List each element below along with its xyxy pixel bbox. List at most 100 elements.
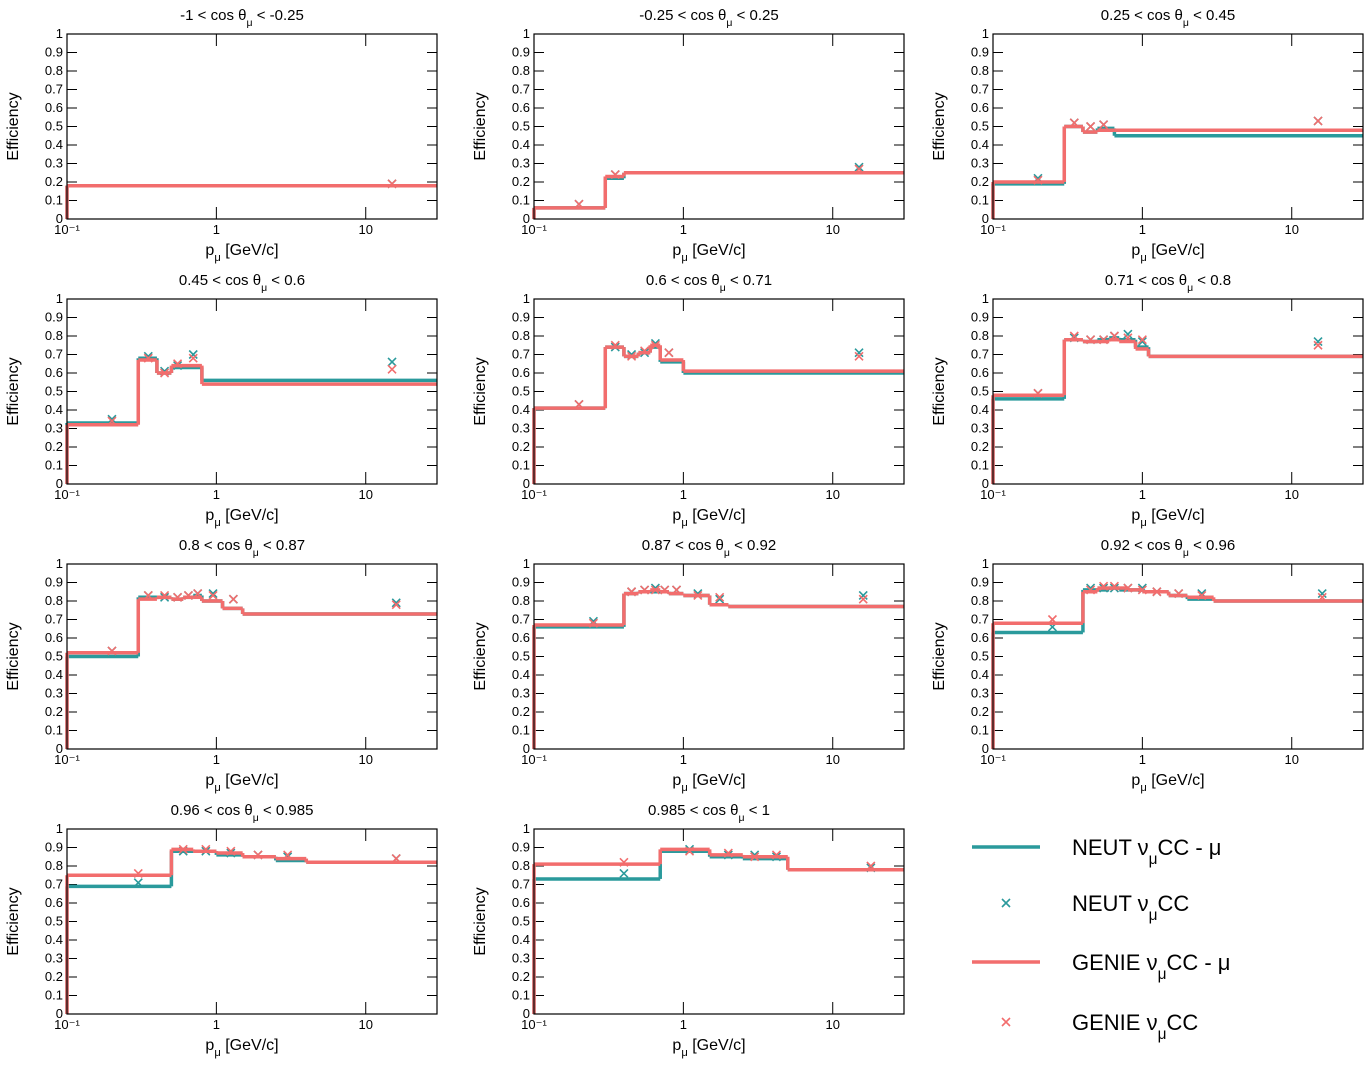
marker xyxy=(160,590,170,601)
y-tick-label: 0 xyxy=(982,741,989,756)
text-part: μ xyxy=(214,782,220,794)
y-tick-label: 0 xyxy=(523,476,530,491)
marker xyxy=(188,353,198,363)
x-tick-label: 10 xyxy=(358,752,372,767)
y-tick-label: 1 xyxy=(56,291,63,306)
marker xyxy=(143,353,153,363)
x-axis-label: pμ [GeV/c] xyxy=(1131,772,1204,794)
text-part: < 1 xyxy=(745,802,770,819)
y-tick-label: 0 xyxy=(56,1006,63,1021)
text-part: μ xyxy=(1149,851,1158,868)
panel: 0 0.1 0.2 0.3 0.4 0.5 0.6 0.7 0.8 0.9 1 10⁻¹ 1 10 xyxy=(971,291,1364,502)
legend-label: GENIE νμCC - μ xyxy=(1072,950,1230,983)
marker xyxy=(253,850,263,860)
marker xyxy=(664,348,674,358)
text-part: 0.71 < cos θ xyxy=(1105,272,1187,289)
panel: 0 0.1 0.2 0.3 0.4 0.5 0.6 0.7 0.8 0.9 1 10⁻¹ 1 10 xyxy=(512,556,905,767)
y-tick-label: 0.1 xyxy=(45,723,63,738)
y-tick-label: 0.6 xyxy=(45,895,63,910)
x-axis-label: pμ [GeV/c] xyxy=(1131,242,1204,264)
y-tick-label: 0.1 xyxy=(512,723,530,738)
marker xyxy=(854,162,864,172)
text-part: [GeV/c] xyxy=(221,507,279,524)
marker xyxy=(588,618,599,628)
x-tick-label: 10⁻¹ xyxy=(54,1017,80,1032)
marker xyxy=(1086,121,1096,132)
text-part: μ xyxy=(681,517,687,529)
text-part: μ xyxy=(1187,282,1193,294)
y-tick-label: 0.1 xyxy=(45,988,63,1003)
y-axis-label: Efficiency xyxy=(472,887,489,955)
text-part: μ xyxy=(726,17,732,29)
y-tick-label: 0.2 xyxy=(971,704,989,719)
text-part: μ xyxy=(214,252,220,264)
y-tick-label: 0.8 xyxy=(45,593,63,608)
y-tick-label: 0.9 xyxy=(45,45,63,60)
marker xyxy=(1123,333,1133,343)
y-tick-label: 0 xyxy=(56,476,63,491)
y-tick-label: 0.2 xyxy=(45,439,63,454)
text-part: μ xyxy=(246,17,252,29)
marker xyxy=(391,854,401,864)
y-tick-label: 0.1 xyxy=(45,193,63,208)
marker xyxy=(650,585,660,595)
text-part: p xyxy=(1131,772,1140,789)
legend-marker xyxy=(1001,898,1011,908)
y-tick-label: 0.3 xyxy=(971,421,989,436)
text-part: μ xyxy=(1140,252,1146,264)
y-tick-label: 0.5 xyxy=(512,649,530,664)
y-tick-label: 0.5 xyxy=(512,384,530,399)
y-tick-label: 1 xyxy=(523,556,530,571)
marker xyxy=(178,844,188,854)
marker xyxy=(574,399,584,410)
y-tick-label: 0.3 xyxy=(512,686,530,701)
y-tick-label: 0 xyxy=(982,476,989,491)
text-part: 0.92 < cos θ xyxy=(1101,537,1183,554)
y-tick-label: 0.4 xyxy=(971,667,989,682)
marker xyxy=(1047,614,1058,625)
y-tick-label: 0.9 xyxy=(971,575,989,590)
marker xyxy=(866,861,876,871)
marker xyxy=(715,594,725,604)
text-part: p xyxy=(1131,242,1140,259)
text-part: 0.985 < cos θ xyxy=(648,802,738,819)
text-part: p xyxy=(1131,507,1140,524)
marker xyxy=(1317,589,1327,599)
marker xyxy=(1123,329,1133,339)
y-tick-label: 0.2 xyxy=(45,704,63,719)
y-tick-label: 0.8 xyxy=(512,63,530,78)
panel-title: 0.8 < cos θμ < 0.87 xyxy=(179,537,305,559)
y-tick-label: 0.2 xyxy=(512,439,530,454)
y-tick-label: 0.4 xyxy=(512,137,530,152)
panel-title: -1 < cos θμ < -0.25 xyxy=(180,7,304,29)
panel-title: 0.87 < cos θμ < 0.92 xyxy=(642,537,777,559)
text-part: μ xyxy=(1140,517,1146,529)
panel: 0 0.1 0.2 0.3 0.4 0.5 0.6 0.7 0.8 0.9 1 10⁻¹ 1 10 xyxy=(45,291,438,502)
marker xyxy=(1137,585,1147,595)
x-tick-label: 10⁻¹ xyxy=(980,752,1006,767)
text-part: p xyxy=(205,507,214,524)
y-tick-label: 0 xyxy=(523,741,530,756)
panel: 0 0.1 0.2 0.3 0.4 0.5 0.6 0.7 0.8 0.9 1 10⁻¹ 1 10 xyxy=(45,821,438,1032)
marker xyxy=(671,585,682,595)
plot-frame xyxy=(992,298,1364,485)
marker xyxy=(160,368,170,378)
x-axis-label: pμ [GeV/c] xyxy=(205,1037,278,1059)
marker xyxy=(610,170,620,180)
y-tick-label: 0.2 xyxy=(971,439,989,454)
x-axis-label: pμ [GeV/c] xyxy=(205,507,278,529)
y-tick-label: 0.2 xyxy=(512,174,530,189)
y-axis-label: Efficiency xyxy=(5,357,22,425)
y-tick-label: 0.1 xyxy=(971,458,989,473)
x-axis-label: pμ [GeV/c] xyxy=(1131,507,1204,529)
marker xyxy=(226,846,236,856)
y-tick-label: 0.3 xyxy=(512,951,530,966)
y-tick-label: 1 xyxy=(56,26,63,41)
text-part: μ xyxy=(1183,17,1189,29)
text-part: CC xyxy=(1157,891,1189,916)
text-part: NEUT ν xyxy=(1072,891,1149,916)
text-part: 0.96 < cos θ xyxy=(171,802,253,819)
x-axis-label: pμ [GeV/c] xyxy=(205,772,278,794)
marker xyxy=(107,646,117,656)
x-tick-label: 1 xyxy=(1139,487,1146,502)
